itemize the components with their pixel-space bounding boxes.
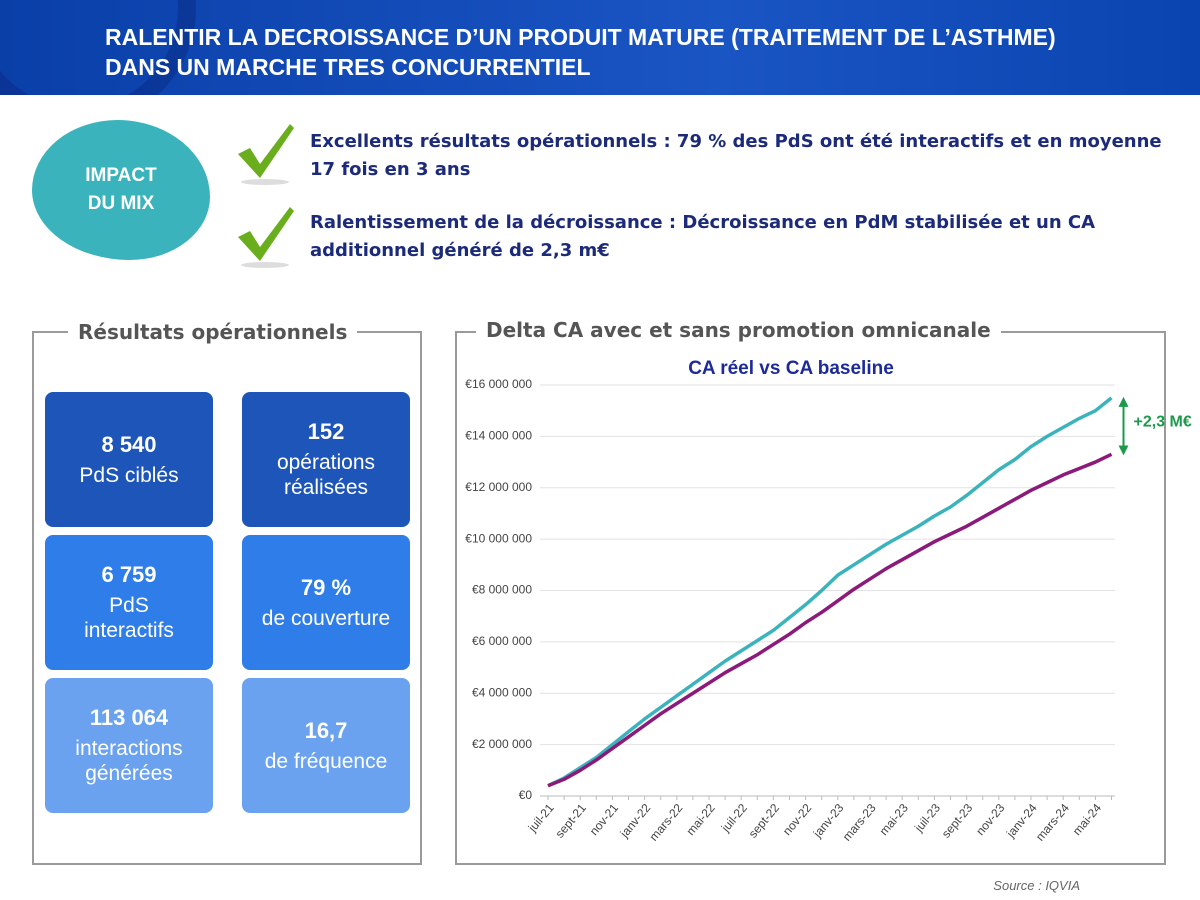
kpi-label: PdS (109, 594, 149, 617)
y-tick-label: €16 000 000 (465, 377, 532, 391)
y-tick-label: €12 000 000 (465, 480, 532, 494)
title-line: RALENTIR LA DECROISSANCE D’UN PRODUIT MA… (105, 24, 1056, 50)
kpi-tile: 152 opérations réalisées (242, 392, 410, 527)
highlight: Ralentissement de la décroissance : Décr… (310, 212, 1096, 261)
x-tick-label: mai-23 (877, 801, 912, 838)
kpi-tile: 113 064 interactions générées (45, 678, 213, 813)
annotation: +2,3 M€ (1134, 413, 1192, 430)
kpi-value: 6 759 (101, 562, 157, 587)
x-tick-label: mars-24 (1033, 801, 1072, 844)
x-tick-label: juil-23 (911, 801, 943, 836)
kpi-label: opérations (276, 451, 376, 474)
panel-title: Delta CA avec et sans promotion omnicana… (476, 318, 1001, 342)
x-tick-label: mars-22 (647, 801, 686, 844)
highlight: Excellents résultats opérationnels : 79 … (310, 131, 1162, 180)
chart-title: CA réel vs CA baseline (688, 358, 894, 379)
kpi-value: 16,7 (304, 717, 348, 743)
title-line: DANS UN MARCHE TRES CONCURRENTIEL (105, 54, 591, 80)
y-tick-label: €2 000 000 (472, 737, 532, 751)
kpi-label: générées (85, 762, 173, 785)
x-tick-label: nov-21 (587, 801, 622, 838)
y-tick-label: €10 000 000 (465, 531, 532, 545)
kpi-tile: 6 759 PdS interactifs (45, 535, 213, 670)
check-icon (238, 207, 294, 268)
x-tick-label: nov-22 (780, 801, 815, 838)
y-tick-label: €4 000 000 (472, 685, 532, 699)
source: Source : IQVIA (993, 878, 1080, 893)
y-tick-label: €0 (519, 788, 533, 802)
series-line (547, 396, 1113, 788)
kpi-tile: 16,7 de fréquence (242, 678, 410, 813)
kpi-value: 79 % (300, 574, 352, 600)
y-tick-label: €14 000 000 (465, 429, 532, 443)
kpi-label: interactions (75, 737, 183, 760)
y-tick-label: €6 000 000 (472, 634, 532, 648)
kpi-tile: 79 % de couverture (242, 535, 410, 670)
badge-line: DU MIX (87, 193, 155, 214)
x-tick-label: nov-23 (973, 801, 1008, 838)
kpi-label: de fréquence (264, 749, 388, 773)
y-tick-label: €8 000 000 (472, 583, 532, 597)
x-tick-label: juil-22 (718, 801, 750, 836)
x-tick-label: mai-24 (1070, 801, 1105, 838)
x-tick-label: sept-22 (746, 801, 783, 841)
badge: IMPACT DU MIX (32, 120, 210, 260)
kpi-tile: 8 540 PdS ciblés (45, 392, 213, 527)
x-tick-label: sept-23 (939, 801, 976, 841)
title: RALENTIR LA DECROISSANCE D’UN PRODUIT MA… (105, 22, 1056, 82)
kpi-value: 152 (307, 419, 345, 444)
header (0, 0, 1200, 95)
kpi-label: PdS ciblés (79, 463, 179, 487)
kpi-value: 8 540 (101, 431, 157, 457)
kpi-label: interactifs (84, 619, 174, 642)
x-tick-label: juil-21 (525, 801, 557, 836)
x-tick-label: mars-23 (840, 801, 879, 844)
panel-title: Résultats opérationnels (68, 320, 358, 344)
series-line (547, 452, 1113, 788)
kpi-label: de couverture (261, 606, 391, 630)
badge-line: IMPACT (85, 165, 157, 186)
kpi-value: 113 064 (89, 705, 169, 730)
x-tick-label: mai-22 (683, 801, 718, 838)
kpi-label: réalisées (283, 476, 369, 499)
x-tick-label: sept-21 (552, 801, 589, 841)
check-icon (238, 124, 294, 185)
